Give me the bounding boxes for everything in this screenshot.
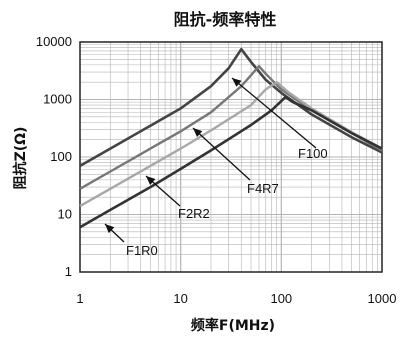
annotation-arrow-head [232, 78, 242, 87]
x-tick-label: 10 [173, 291, 187, 306]
y-tick-label: 100 [50, 149, 72, 164]
chart-title: 阻抗-频率特性 [174, 10, 277, 29]
series-label-f2r2: F2R2 [178, 206, 210, 221]
series-line-f1r0 [79, 95, 383, 229]
annotation-f1r0: F1R0 [104, 223, 158, 258]
y-axis-label: 阻抗Z(Ω) [12, 127, 29, 190]
series-lines [79, 47, 383, 229]
annotation-arrow-head [105, 224, 115, 234]
y-tick-label: 1000 [43, 92, 72, 107]
x-tick-label: 1000 [368, 291, 397, 306]
annotation-arrow-line [192, 127, 251, 181]
annotation-arrow-head [193, 128, 203, 137]
annotation-f4r7: F4R7 [192, 127, 279, 196]
annotation-arrow-head [146, 176, 156, 185]
series-line-f2r2 [79, 81, 383, 208]
y-tick-label: 1 [65, 264, 72, 279]
series-line-f100 [79, 47, 383, 168]
annotation-f2r2: F2R2 [145, 175, 210, 221]
x-tick-labels: 1 10 100 1000 [76, 291, 396, 306]
y-tick-label: 10 [58, 207, 72, 222]
annotation-f100: F100 [231, 77, 328, 161]
grid [79, 41, 383, 273]
x-axis-label: 频率F(MHz) [191, 317, 275, 334]
series-label-f4r7: F4R7 [247, 181, 279, 196]
annotation-arrow-line [231, 77, 317, 149]
series-label-f100: F100 [298, 146, 328, 161]
y-tick-label: 10000 [36, 34, 72, 49]
x-tick-label: 1 [76, 291, 83, 306]
x-tick-label: 100 [270, 291, 292, 306]
series-annotations: F100 F4R7 F2R2 F1R0 [104, 77, 328, 258]
y-tick-labels: 1 10 100 1000 10000 [36, 34, 72, 279]
plot-frame [79, 41, 383, 273]
series-label-f1r0: F1R0 [126, 243, 158, 258]
